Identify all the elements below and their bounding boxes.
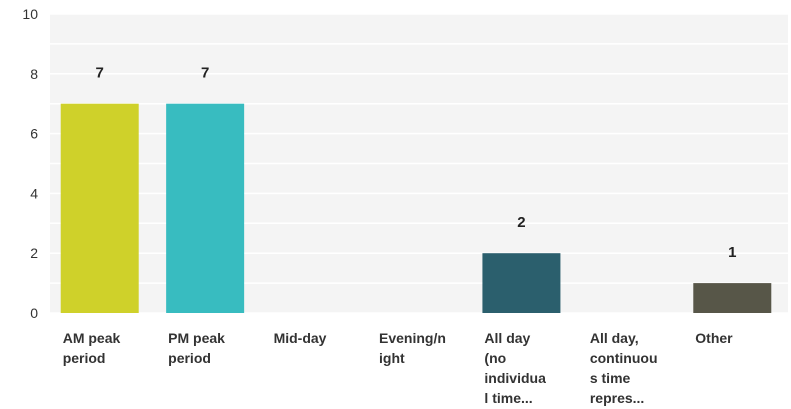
bar bbox=[166, 103, 245, 313]
x-category-label-line: PM peak bbox=[168, 330, 225, 346]
x-category-label-line: s time bbox=[590, 370, 631, 386]
x-category-label: All day (no individua l time... bbox=[484, 330, 546, 406]
y-tick-label: 0 bbox=[30, 305, 38, 321]
bars bbox=[60, 103, 772, 313]
x-category-label: PM peak period bbox=[168, 330, 225, 366]
x-category-label-line: repres... bbox=[590, 390, 644, 406]
data-label: 7 bbox=[201, 65, 209, 82]
x-category-label: AM peak period bbox=[63, 330, 121, 366]
x-category-label: All day, continuou s time repres... bbox=[590, 330, 658, 406]
y-tick-label: 10 bbox=[22, 6, 38, 22]
x-axis-labels: AM peak period PM peak period Mid-day Evening… bbox=[63, 330, 733, 406]
y-tick-label: 6 bbox=[30, 126, 38, 142]
bar bbox=[693, 283, 772, 313]
x-category-label-line: All day bbox=[484, 330, 530, 346]
data-labels: 7 7 2 1 bbox=[96, 65, 737, 261]
x-category-label-line: Other bbox=[695, 330, 733, 346]
y-tick-label: 4 bbox=[30, 185, 38, 201]
x-category-label-line: period bbox=[168, 350, 211, 366]
y-tick-label: 2 bbox=[30, 245, 38, 261]
x-category-label-line: l time... bbox=[484, 390, 532, 406]
x-category-label-line: ight bbox=[379, 350, 405, 366]
x-category-label-line: continuou bbox=[590, 350, 658, 366]
y-tick-label: 8 bbox=[30, 66, 38, 82]
data-label: 2 bbox=[517, 214, 525, 231]
data-label: 1 bbox=[728, 244, 736, 261]
x-category-label: Evening/n ight bbox=[379, 330, 446, 366]
x-category-label-line: AM peak bbox=[63, 330, 121, 346]
x-category-label-line: individua bbox=[484, 370, 546, 386]
x-category-label: Mid-day bbox=[274, 330, 327, 346]
x-category-label-line: period bbox=[63, 350, 106, 366]
x-category-label-line: Mid-day bbox=[274, 330, 327, 346]
bar bbox=[482, 253, 561, 313]
x-category-label: Other bbox=[695, 330, 733, 346]
x-category-label-line: All day, bbox=[590, 330, 639, 346]
x-category-label-line: (no bbox=[484, 350, 506, 366]
bar bbox=[60, 103, 139, 313]
x-category-label-line: Evening/n bbox=[379, 330, 446, 346]
data-label: 7 bbox=[96, 65, 104, 82]
y-axis-ticks: 0 2 4 6 8 10 bbox=[22, 6, 38, 321]
